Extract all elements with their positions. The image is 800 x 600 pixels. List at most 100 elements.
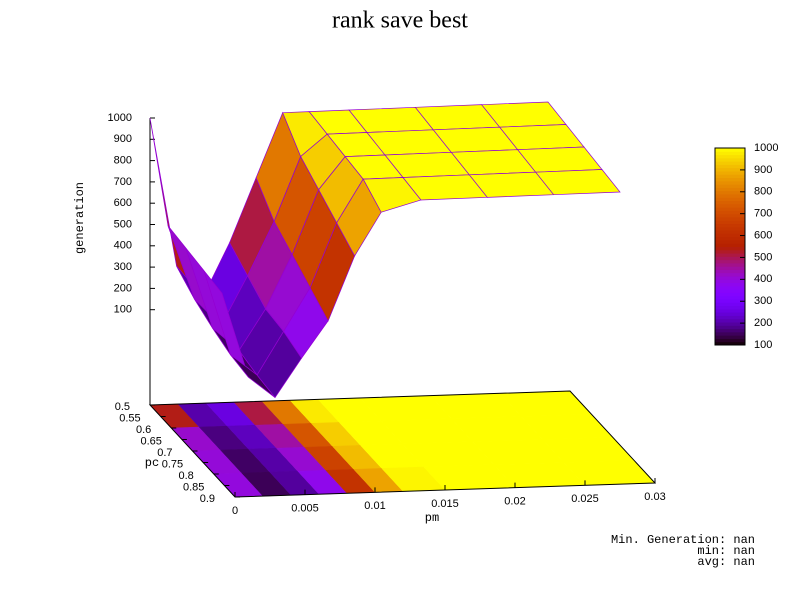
colorbar-segment <box>715 269 745 274</box>
y-tick-label: 0.8 <box>178 470 193 482</box>
colorbar-segment <box>715 272 745 277</box>
colorbar-segment <box>715 262 745 267</box>
colorbar-segment <box>715 154 745 159</box>
colorbar-segment <box>715 338 745 343</box>
colorbar-segment <box>715 223 745 228</box>
y-tick-label: 0.7 <box>157 447 172 459</box>
z-tick-label: 600 <box>114 197 132 209</box>
y-tick-label: 0.6 <box>136 424 151 436</box>
colorbar-segment <box>715 207 745 211</box>
y-tick-label: 0.9 <box>200 493 215 505</box>
colorbar-segment <box>715 266 745 270</box>
colorbar-segment <box>715 236 745 241</box>
colorbar-segment <box>715 299 745 303</box>
colorbar-segment <box>715 322 745 326</box>
colorbar-segment <box>715 170 745 175</box>
colorbar-segment <box>715 200 745 205</box>
colorbar-segment <box>715 315 745 320</box>
x-tick-label: 0.005 <box>291 503 319 515</box>
colorbar-segment <box>715 276 745 280</box>
colorbar-segment <box>715 187 745 192</box>
colorbar-segment <box>715 203 745 208</box>
colorbar-tick-label: 700 <box>754 208 772 220</box>
colorbar-tick-label: 900 <box>754 164 772 176</box>
y-tick-label: 0.55 <box>119 412 140 424</box>
colorbar-segment <box>715 325 745 330</box>
colorbar-tick-label: 500 <box>754 251 772 263</box>
y-tick-label: 0.5 <box>115 401 130 413</box>
colorbar-segment <box>715 328 745 333</box>
x-tick-label: 0.03 <box>644 491 665 503</box>
annotation: Min. Generation: nan <box>611 533 755 547</box>
colorbar-tick-label: 400 <box>754 273 772 285</box>
colorbar-segment <box>715 213 745 218</box>
colorbar-segment <box>715 318 745 323</box>
z-tick-label: 700 <box>114 176 132 188</box>
z-axis-title: generation <box>73 182 87 254</box>
colorbar-segment <box>715 148 745 152</box>
colorbar-frame <box>714 147 746 346</box>
colorbar-segment <box>715 253 745 257</box>
x-tick-label: 0.015 <box>431 498 459 510</box>
colorbar-segment <box>715 230 745 234</box>
y-tick-label: 0.75 <box>162 458 183 470</box>
x-tick-label: 0.025 <box>571 493 599 505</box>
z-tick-label: 400 <box>114 240 132 252</box>
colorbar-segment <box>715 312 745 316</box>
z-tick-label: 200 <box>114 282 132 294</box>
colorbar-segment <box>715 216 745 221</box>
colorbar-tick-label: 1000 <box>754 142 778 154</box>
colorbar-tick-label: 100 <box>754 339 772 351</box>
z-tick-label: 900 <box>114 133 132 145</box>
colorbar-tick-label: 200 <box>754 317 772 329</box>
y-axis-title: pc <box>145 456 159 470</box>
y-tick-label: 0.65 <box>140 435 161 447</box>
colorbar-segment <box>715 282 745 287</box>
colorbar-segment <box>715 285 745 290</box>
z-tick-label: 300 <box>114 261 132 273</box>
colorbar-segment <box>715 249 745 254</box>
z-tick-label: 800 <box>114 155 132 167</box>
colorbar-segment <box>715 190 745 195</box>
colorbar-segment <box>715 331 745 336</box>
x-tick-label: 0 <box>232 505 238 517</box>
colorbar-segment <box>715 167 745 172</box>
colorbar-segment <box>715 151 745 156</box>
annotation: avg: nan <box>697 555 755 569</box>
colorbar-segment <box>715 161 745 165</box>
colorbar-segment <box>715 210 745 215</box>
colorbar-segment <box>715 305 745 310</box>
colorbar-segment <box>715 220 745 225</box>
colorbar-segment <box>715 239 745 244</box>
colorbar-segment <box>715 295 745 300</box>
colorbar-segment <box>715 197 745 202</box>
colorbar-segment <box>715 302 745 307</box>
colorbar-segment <box>715 233 745 238</box>
chart-title: rank save best <box>332 8 468 34</box>
colorbar-segment <box>715 177 745 182</box>
colorbar-tick-label: 800 <box>754 186 772 198</box>
x-tick-label: 0.01 <box>364 500 385 512</box>
colorbar-segment <box>715 279 745 284</box>
z-tick-label: 100 <box>114 304 132 316</box>
colorbar-segment <box>715 308 745 313</box>
colorbar-segment <box>715 243 745 247</box>
colorbar-segment <box>715 164 745 169</box>
colorbar-segment <box>715 256 745 261</box>
colorbar-segment <box>715 184 745 188</box>
x-tick-label: 0.02 <box>504 496 525 508</box>
colorbar-tick-label: 300 <box>754 295 772 307</box>
z-tick-label: 1000 <box>108 112 132 124</box>
colorbar-segment <box>715 174 745 179</box>
colorbar-segment <box>715 226 745 231</box>
colorbar-segment <box>715 289 745 293</box>
colorbar-segment <box>715 335 745 339</box>
colorbar-segment <box>715 341 745 346</box>
x-axis-title: pm <box>425 511 439 525</box>
surface-quad <box>534 169 621 196</box>
colorbar-segment <box>715 246 745 251</box>
annotation: min: nan <box>697 544 755 558</box>
y-tick-label: 0.85 <box>183 481 204 493</box>
colorbar-tick-label: 600 <box>754 229 772 241</box>
